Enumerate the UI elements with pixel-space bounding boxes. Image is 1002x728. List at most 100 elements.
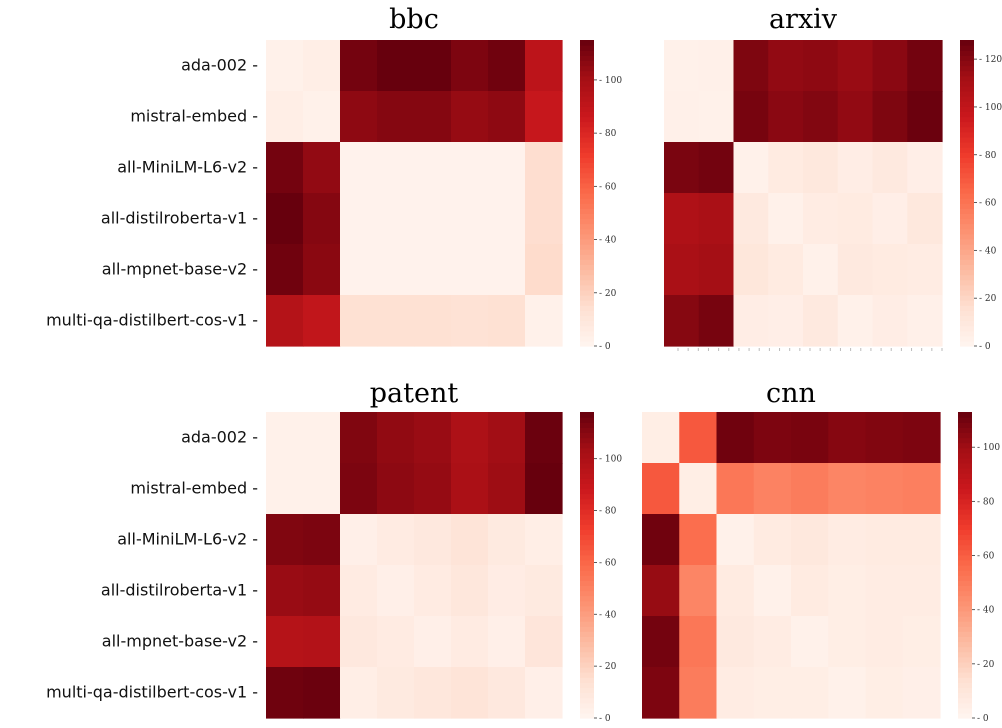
heatmap-cell: [303, 514, 341, 566]
colorbar-segment: [580, 147, 594, 153]
colorbar-tick-label: - 100: [599, 76, 622, 86]
heatmap-cell: [266, 463, 304, 515]
heatmap-cell: [340, 91, 378, 143]
colorbar-segment: [580, 457, 594, 464]
heatmap-cell: [303, 193, 341, 245]
colorbar-segment: [958, 549, 972, 556]
heatmap-cell: [907, 40, 943, 92]
heatmap-cell: [828, 667, 867, 719]
heatmap-cell: [377, 565, 415, 617]
heatmap-cell: [803, 40, 839, 92]
heatmap-cell: [303, 565, 341, 617]
heatmap-cell: [303, 142, 341, 194]
colorbar-segment: [960, 101, 974, 107]
colorbar-segment: [580, 570, 594, 576]
colorbar-segment: [960, 182, 974, 189]
heatmap-cell: [902, 667, 941, 719]
colorbar-segment: [958, 442, 972, 449]
heatmap-cell: [525, 565, 563, 617]
colorbar-segment: [580, 641, 594, 648]
colorbar-tick-label: - 100: [977, 443, 1000, 453]
heatmap-cell: [340, 565, 378, 617]
colorbar-segment: [580, 585, 594, 592]
colorbar-segment: [580, 70, 594, 77]
row-label: multi-qa-distilbert-cos-v1 -: [46, 683, 258, 702]
colorbar-segment: [958, 473, 972, 479]
colorbar-segment: [580, 549, 594, 556]
colorbar-segment: [580, 712, 594, 719]
heatmap-cell: [303, 295, 341, 347]
colorbar-segment: [958, 702, 972, 709]
colorbar-segment: [958, 590, 972, 597]
colorbar-segment: [960, 147, 974, 153]
colorbar-tick-label: - 40: [977, 606, 995, 616]
colorbar-segment: [958, 412, 972, 418]
colorbar-segment: [960, 213, 974, 220]
colorbar-tick-label: - 0: [977, 714, 989, 724]
colorbar-segment: [580, 631, 594, 637]
colorbar-tick-label: - 40: [599, 610, 617, 620]
panel-title: patent: [370, 378, 459, 409]
heatmap-cell: [488, 616, 526, 668]
colorbar-segment: [960, 106, 974, 112]
colorbar-segment: [580, 75, 594, 82]
colorbar-segment: [958, 422, 972, 428]
heatmap-cell: [377, 40, 415, 92]
colorbar-tick-label: - 20: [599, 662, 617, 672]
colorbar-segment: [580, 335, 594, 342]
colorbar-segment: [580, 503, 594, 510]
colorbar-segment: [958, 672, 972, 678]
colorbar-segment: [960, 279, 974, 286]
colorbar-segment: [958, 447, 972, 454]
colorbar-segment: [960, 50, 974, 56]
colorbar-segment: [580, 621, 594, 627]
colorbar-segment: [960, 289, 974, 296]
heatmap-cell: [768, 40, 804, 92]
heatmap-cell: [303, 412, 341, 464]
colorbar-segment: [580, 667, 594, 673]
colorbar-segment: [580, 442, 594, 449]
colorbar-segment: [580, 264, 594, 271]
colorbar-segment: [580, 646, 594, 653]
colorbar-segment: [580, 692, 594, 699]
row-label: mistral-embed -: [130, 107, 258, 126]
colorbar-segment: [580, 422, 594, 428]
heatmap-cell: [266, 412, 304, 464]
colorbar-segment: [960, 80, 974, 87]
colorbar-segment: [960, 162, 974, 169]
colorbar-segment: [960, 244, 974, 250]
heatmap-cell: [803, 295, 839, 347]
colorbar-segment: [960, 218, 974, 225]
heatmap-cell: [768, 142, 804, 194]
heatmap-cell: [865, 565, 904, 617]
colorbar-segment: [580, 218, 594, 225]
colorbar-segment: [958, 468, 972, 474]
colorbar-segment: [958, 508, 972, 515]
heatmap-cell: [828, 412, 867, 464]
heatmap-cell: [377, 667, 415, 719]
colorbar-tick-label: - 20: [599, 289, 617, 299]
heatmap-cell: [791, 412, 829, 464]
heatmap-cell: [414, 616, 452, 668]
colorbar-tick-label: - 40: [979, 246, 997, 256]
colorbar-tick-label: - 20: [979, 294, 997, 304]
heatmap-cell: [753, 565, 792, 617]
heatmap-cell: [266, 565, 304, 617]
colorbar-segment: [580, 259, 594, 265]
colorbar-segment: [958, 539, 972, 546]
colorbar-segment: [580, 529, 594, 535]
colorbar-segment: [958, 610, 972, 617]
heatmap-cell: [698, 193, 735, 245]
heatmap-cell: [488, 667, 526, 719]
heatmap-cell: [525, 193, 563, 245]
colorbar-segment: [958, 651, 972, 658]
heatmap-cell: [837, 244, 874, 296]
colorbar-segment: [580, 325, 594, 332]
heatmap-cell: [488, 40, 526, 92]
colorbar-segment: [958, 636, 972, 643]
heatmap-cell: [642, 412, 680, 464]
heatmap-cell: [303, 616, 341, 668]
heatmap-cell: [488, 565, 526, 617]
colorbar-segment: [580, 524, 594, 530]
colorbar-segment: [958, 534, 972, 541]
